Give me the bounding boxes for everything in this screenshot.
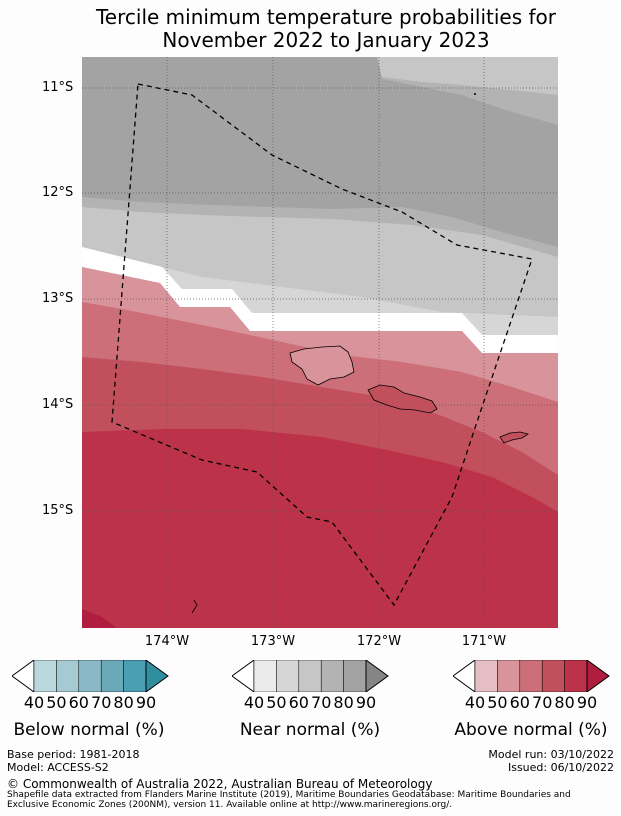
below-tick: 40	[23, 693, 45, 712]
above-cbar-50-60	[497, 660, 521, 692]
near-cbar-60-70	[298, 660, 322, 692]
above-tick: 60	[509, 693, 530, 712]
below-normal-title: Below normal (%)	[13, 720, 165, 740]
above-tick: 90	[576, 693, 598, 712]
above-cbar-over	[586, 660, 610, 692]
below-tick: 60	[68, 693, 89, 712]
eez-boundary	[111, 83, 533, 607]
above-normal-colorbar	[453, 660, 610, 692]
near-tick: 90	[355, 693, 377, 712]
near-tick: 80	[333, 693, 354, 712]
above-cbar-40-50	[474, 660, 498, 692]
lon-label-173w: 173°W	[250, 634, 296, 649]
near-tick: 50	[266, 693, 287, 712]
title-line-1: Tercile minimum temperature probabilitie…	[95, 5, 557, 29]
lat-label-15s: 15°S	[42, 503, 74, 518]
upolu-island	[367, 384, 438, 414]
lat-label-13s: 13°S	[42, 291, 74, 306]
below-cbar-80-90	[123, 660, 147, 692]
above-normal-90-band	[82, 609, 117, 628]
near-tick: 40	[243, 693, 265, 712]
below-cbar-under	[12, 660, 35, 692]
lat-label-11s: 11°S	[42, 80, 74, 95]
above-cbar-60-70	[519, 660, 543, 692]
above-tick: 50	[487, 693, 508, 712]
near-cbar-over	[365, 660, 389, 692]
small-islet	[191, 599, 198, 614]
below-tick: 90	[135, 693, 157, 712]
savaii-island	[289, 345, 355, 386]
above-tick: 40	[464, 693, 486, 712]
above-cbar-70-80	[541, 660, 565, 692]
near-cbar-under	[232, 660, 255, 692]
lon-label-172w: 172°W	[356, 634, 402, 649]
near-normal-title: Near normal (%)	[239, 720, 381, 740]
base-period: Base period: 1981-2018	[7, 748, 140, 761]
copyright: © Commonwealth of Australia 2022, Austra…	[7, 777, 433, 791]
issued-date: Issued: 06/10/2022	[507, 761, 614, 774]
shapefile-credit-2: Exclusive Economic Zones (200NM), versio…	[7, 800, 453, 810]
chart-title: Tercile minimum temperature probabilitie…	[0, 6, 621, 52]
model-run-date: Model run: 03/10/2022	[488, 748, 614, 761]
below-tick: 70	[91, 693, 112, 712]
above-tick: 80	[554, 693, 575, 712]
below-tick: 50	[46, 693, 67, 712]
lon-label-174w: 174°W	[144, 634, 190, 649]
model-name: Model: ACCESS-S2	[7, 761, 109, 774]
above-normal-title: Above normal (%)	[454, 720, 608, 740]
below-cbar-70-80	[100, 660, 124, 692]
graticule	[82, 57, 558, 628]
near-cbar-50-60	[276, 660, 300, 692]
shapefile-credit-1: Shapefile data extracted from Flanders M…	[7, 790, 571, 800]
above-cbar-under	[453, 660, 476, 692]
lat-label-14s: 14°S	[42, 397, 74, 412]
above-cbar-80-90	[564, 660, 588, 692]
probability-map	[82, 57, 558, 628]
near-tick: 70	[311, 693, 332, 712]
below-cbar-50-60	[56, 660, 80, 692]
below-cbar-over	[145, 660, 169, 692]
near-tick: 60	[288, 693, 309, 712]
lon-label-171w: 171°W	[461, 634, 507, 649]
near-normal-colorbar	[232, 660, 389, 692]
lat-label-12s: 12°S	[42, 185, 74, 200]
above-tick: 70	[532, 693, 553, 712]
above-normal-80-band	[82, 429, 558, 628]
swains-island	[474, 93, 476, 95]
below-cbar-60-70	[78, 660, 102, 692]
near-cbar-40-50	[253, 660, 277, 692]
near-cbar-80-90	[343, 660, 367, 692]
transition-gap	[82, 247, 558, 353]
title-line-2: November 2022 to January 2023	[162, 28, 490, 52]
tutuila-island	[499, 431, 529, 444]
near-cbar-70-80	[320, 660, 344, 692]
below-cbar-40-50	[33, 660, 57, 692]
below-normal-colorbar	[12, 660, 169, 692]
near-normal-80-band	[82, 57, 558, 247]
below-tick: 80	[113, 693, 134, 712]
